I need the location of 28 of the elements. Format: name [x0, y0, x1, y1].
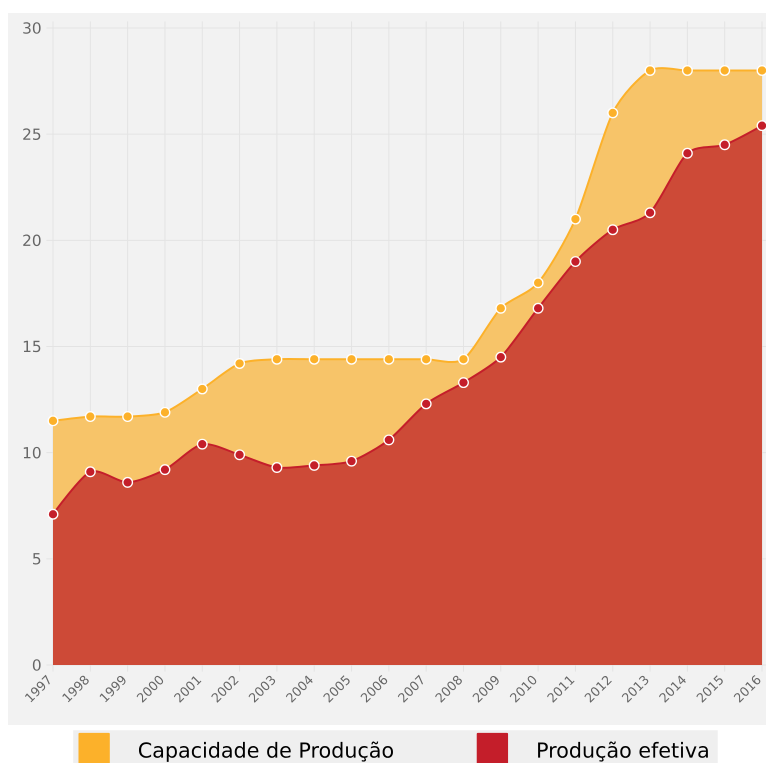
point — [383, 434, 394, 446]
point — [682, 148, 693, 159]
y-tick-label: 30 — [23, 22, 41, 34]
point — [48, 508, 58, 520]
point — [570, 256, 581, 268]
y-tick-label: 5 — [33, 553, 40, 565]
point — [532, 302, 544, 314]
point — [234, 449, 246, 460]
point — [420, 398, 432, 410]
y-tick-label: 10 — [24, 446, 41, 458]
point — [346, 456, 358, 467]
y-tick-label: 0 — [32, 659, 41, 671]
legend-label: Produção efetiva — [538, 742, 708, 762]
point — [607, 224, 618, 236]
point — [719, 139, 730, 150]
y-tick-label: 25 — [23, 128, 40, 140]
point — [271, 462, 282, 473]
point — [458, 377, 469, 388]
point — [196, 438, 208, 450]
point — [495, 352, 506, 363]
y-tick-label: 15 — [24, 340, 40, 352]
point — [644, 207, 656, 218]
y-tick-label: 20 — [23, 234, 41, 246]
point — [159, 464, 170, 476]
point — [122, 476, 134, 488]
point — [308, 460, 320, 471]
point — [84, 466, 96, 478]
legend-label: Capacidade de Produção — [138, 742, 393, 762]
